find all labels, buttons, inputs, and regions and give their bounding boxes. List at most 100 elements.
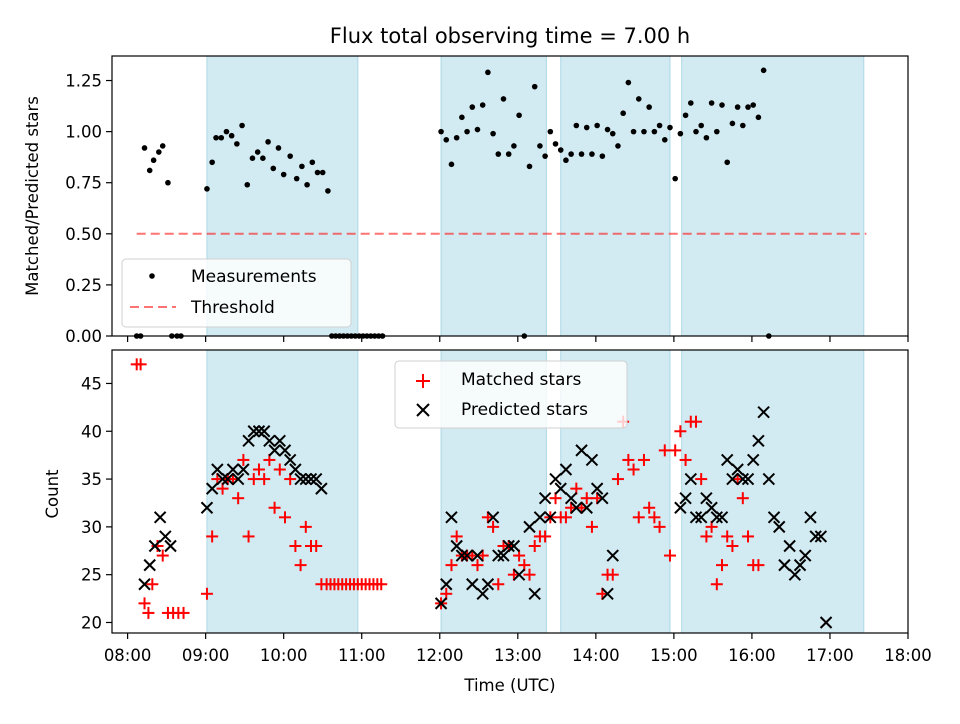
- predicted-point-25: [299, 472, 313, 486]
- legend-predicted-marker: [416, 403, 430, 417]
- measurement-point-61: [500, 96, 507, 102]
- measurement-point-28: [293, 175, 300, 182]
- bot-observing-window-3: [681, 349, 865, 634]
- measurement-point-4: [150, 157, 157, 164]
- predicted-point-42: [502, 539, 515, 553]
- predicted-point-33: [455, 549, 469, 562]
- predicted-point-52: [559, 463, 573, 476]
- predicted-point-51: [554, 482, 567, 495]
- measurement-point-88: [641, 128, 647, 135]
- top-observing-window-2: [560, 55, 671, 337]
- matched-point-110: [752, 559, 765, 572]
- measurement-point-74: [568, 151, 574, 157]
- measurement-point-26: [280, 171, 287, 178]
- measurement-point-69: [542, 153, 548, 159]
- measurement-point-84: [620, 110, 626, 117]
- matched-point-26: [278, 511, 291, 524]
- predicted-point-46: [528, 587, 541, 601]
- predicted-point-56: [580, 501, 593, 514]
- predicted-point-81: [773, 520, 786, 534]
- matched-point-78: [585, 520, 598, 533]
- top-ytick-label-3: 0.75: [65, 174, 102, 193]
- predicted-point-69: [710, 511, 724, 524]
- measurement-point-80: [599, 153, 606, 159]
- measurement-point-66: [526, 163, 533, 170]
- matched-point-22: [258, 473, 271, 486]
- predicted-point-55: [575, 444, 588, 457]
- matched-point-90: [648, 511, 661, 524]
- measurement-point-19: [244, 181, 251, 188]
- predicted-point-59: [596, 491, 609, 505]
- predicted-point-78: [757, 405, 770, 419]
- top-ytick-label-2: 0.50: [65, 225, 102, 244]
- measurement-point-78: [589, 151, 595, 157]
- predicted-point-14: [242, 434, 255, 448]
- predicted-point-9: [216, 472, 229, 486]
- top-ytick-label-1: 0.25: [65, 276, 102, 295]
- bottom-legend: Matched stars Predicted stars: [394, 360, 628, 429]
- predicted-point-58: [590, 482, 604, 495]
- matched-point-77: [580, 492, 593, 505]
- predicted-point-47: [533, 511, 547, 524]
- measurement-point-73: [563, 157, 569, 164]
- bot-ytick-label-2: 30: [81, 518, 102, 537]
- legend-measurements: Measurements: [191, 267, 317, 287]
- measurement-point-76: [578, 151, 585, 157]
- predicted-point-26: [304, 472, 318, 486]
- predicted-point-18: [263, 434, 276, 448]
- matched-point-19: [242, 530, 255, 543]
- predicted-point-48: [538, 491, 552, 505]
- predicted-point-2: [148, 539, 162, 553]
- predicted-point-10: [221, 472, 234, 486]
- predicted-point-44: [512, 568, 526, 581]
- matched-point-85: [622, 453, 635, 466]
- measurement-point-57: [479, 102, 486, 108]
- predicted-point-75: [741, 472, 755, 486]
- measurement-point-2: [141, 145, 148, 151]
- predicted-point-86: [799, 549, 812, 562]
- measurement-point-85: [625, 79, 632, 86]
- legend-threshold: Threshold: [190, 298, 275, 318]
- predicted-point-27: [309, 472, 323, 486]
- xtick-label-5: 13:00: [494, 646, 542, 665]
- xtick-label-10: 18:00: [884, 646, 932, 665]
- measurement-point-20: [249, 155, 256, 161]
- measurement-point-70: [547, 128, 554, 135]
- matched-point-88: [637, 453, 650, 466]
- predicted-point-21: [278, 444, 292, 457]
- predicted-point-72: [726, 472, 739, 486]
- predicted-point-76: [747, 453, 760, 467]
- measurement-point-82: [609, 130, 616, 137]
- predicted-point-67: [700, 491, 713, 505]
- matched-point-99: [695, 473, 708, 486]
- matched-point-108: [742, 530, 755, 543]
- bot-ytick-label-1: 25: [81, 566, 102, 585]
- xtick-label-7: 15:00: [650, 646, 698, 665]
- measurement-point-50: [443, 136, 450, 143]
- top-axes-frame: [111, 55, 909, 337]
- matched-point-87: [632, 511, 645, 524]
- predicted-point-4: [159, 530, 172, 543]
- predicted-point-15: [247, 425, 260, 438]
- measurement-point-110: [755, 114, 762, 121]
- x-axis-label: Time (UTC): [463, 676, 555, 695]
- measurement-point-13: [213, 134, 219, 141]
- predicted-point-89: [814, 530, 828, 543]
- measurement-point-97: [687, 100, 694, 106]
- measurement-point-3: [146, 167, 153, 174]
- measurement-point-62: [505, 151, 512, 157]
- matched-point-56: [471, 559, 484, 572]
- matched-point-21: [252, 463, 265, 476]
- legend-matched-marker: [416, 374, 430, 388]
- predicted-point-73: [731, 463, 744, 476]
- xtick-label-0: 08:00: [104, 646, 152, 665]
- bottom-axes-frame: [111, 349, 909, 634]
- matched-point-82: [606, 568, 619, 581]
- measurement-point-111: [760, 67, 767, 74]
- matched-point-104: [721, 530, 734, 543]
- measurement-point-93: [667, 124, 673, 131]
- predicted-point-11: [226, 463, 240, 476]
- measurement-point-90: [651, 128, 658, 135]
- xtick-label-3: 11:00: [338, 646, 386, 665]
